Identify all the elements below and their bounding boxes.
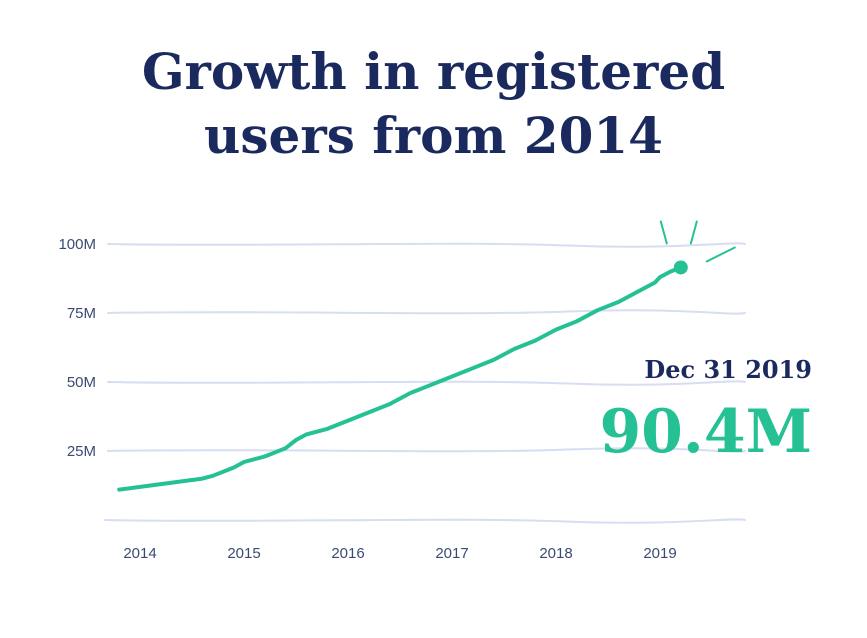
gridline-25 [107,447,746,453]
chart-title-line-2: users from 2014 [204,106,663,165]
gridline-50 [107,380,746,386]
chart-title: Growth in registered users from 2014 [0,40,867,168]
x-tick-label-2017: 2017 [435,545,468,562]
y-tick-label-50M: 50M [67,374,96,391]
gridline-75 [107,309,746,315]
gridline-0 [104,518,746,524]
x-tick-label-2015: 2015 [227,545,260,562]
annotation-value: 90.4M [599,397,812,467]
series-layer [117,220,736,492]
y-tick-label-25M: 25M [67,443,96,460]
x-tick-label-2014: 2014 [123,545,156,562]
x-axis-ticks: 2014 2015 2016 2017 2018 2019 [123,545,676,562]
annotation-date: Dec 31 2019 [644,355,812,384]
highlight-stroke-1 [659,220,668,245]
x-tick-label-2018: 2018 [539,545,572,562]
highlight-stroke-2 [689,220,698,245]
y-axis-ticks: 25M 50M 75M 100M [58,236,96,460]
y-tick-label-75M: 75M [67,305,96,322]
series-end-point [673,260,688,275]
gridline-100 [107,242,746,248]
x-tick-label-2019: 2019 [643,545,676,562]
series-line-0 [117,265,683,492]
highlight-stroke-3 [705,246,736,263]
gridlines [104,242,746,524]
annotation: Dec 31 2019 90.4M [599,355,812,467]
x-tick-label-2016: 2016 [331,545,364,562]
chart-title-line-1: Growth in registered [141,42,726,101]
y-tick-label-100M: 100M [58,236,96,253]
